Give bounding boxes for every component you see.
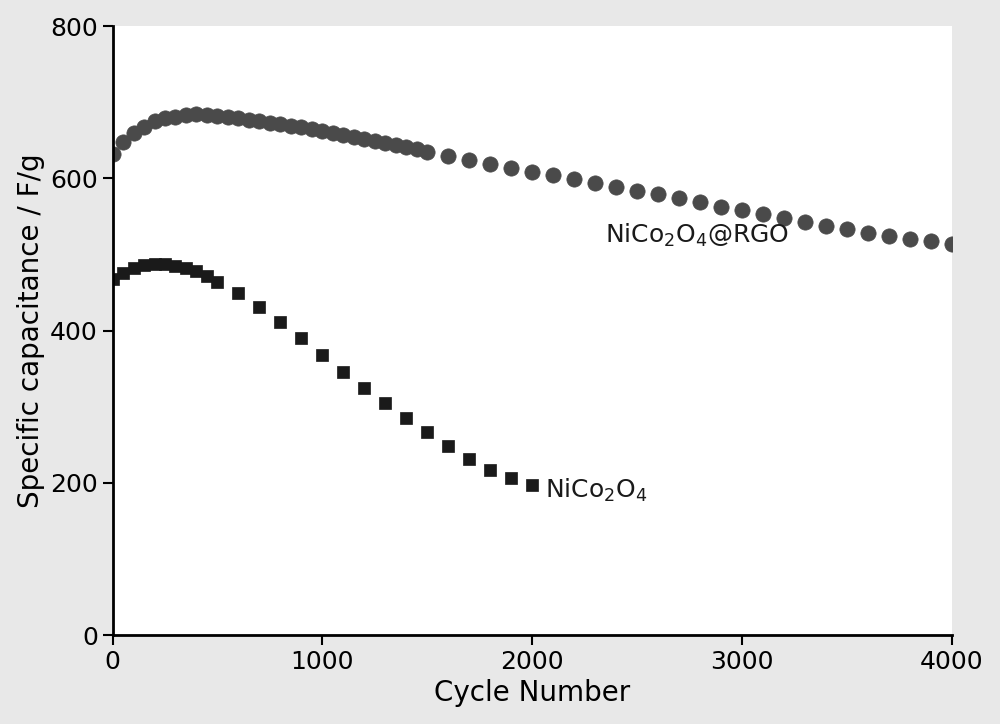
Text: NiCo$_2$O$_4$: NiCo$_2$O$_4$ — [545, 477, 647, 504]
X-axis label: Cycle Number: Cycle Number — [434, 679, 630, 707]
Text: NiCo$_2$O$_4$@RGO: NiCo$_2$O$_4$@RGO — [605, 222, 790, 249]
Y-axis label: Specific capacitance / F/g: Specific capacitance / F/g — [17, 153, 45, 508]
